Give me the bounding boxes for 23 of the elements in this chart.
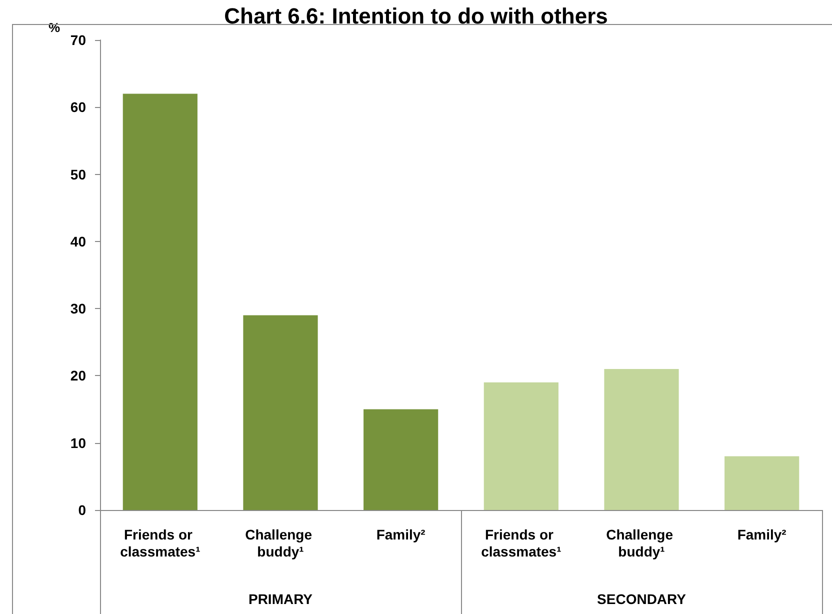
bar [484, 382, 558, 510]
chart-title: Chart 6.6: Intention to do with others [224, 4, 608, 28]
text: SECONDARY [597, 591, 687, 607]
x-tick-label: Family² [737, 526, 787, 542]
y-tick-label: 30 [70, 300, 86, 317]
text: PRIMARY [248, 591, 314, 607]
x-tick-label: Family² [376, 526, 426, 542]
bar [243, 315, 318, 510]
x-tick-label: Challenge buddy¹ [245, 526, 316, 560]
x-tick-label: Friends or classmates¹ [481, 526, 562, 560]
x-tick-label: Challenge buddy¹ [606, 526, 677, 560]
bar [122, 94, 198, 510]
y-tick-label: 60 [70, 99, 86, 116]
y-tick-label: 10 [70, 434, 86, 451]
bar [724, 456, 800, 510]
y-tick-label: 70 [70, 32, 86, 48]
bar [364, 409, 438, 510]
y-tick-label: 20 [70, 368, 86, 384]
y-tick-label: 50 [70, 166, 86, 182]
y-tick-label: 40 [70, 233, 86, 250]
bar [604, 369, 679, 510]
x-tick-label: Friends or classmates¹ [120, 526, 201, 560]
y-tick-label: 0 [78, 502, 86, 518]
